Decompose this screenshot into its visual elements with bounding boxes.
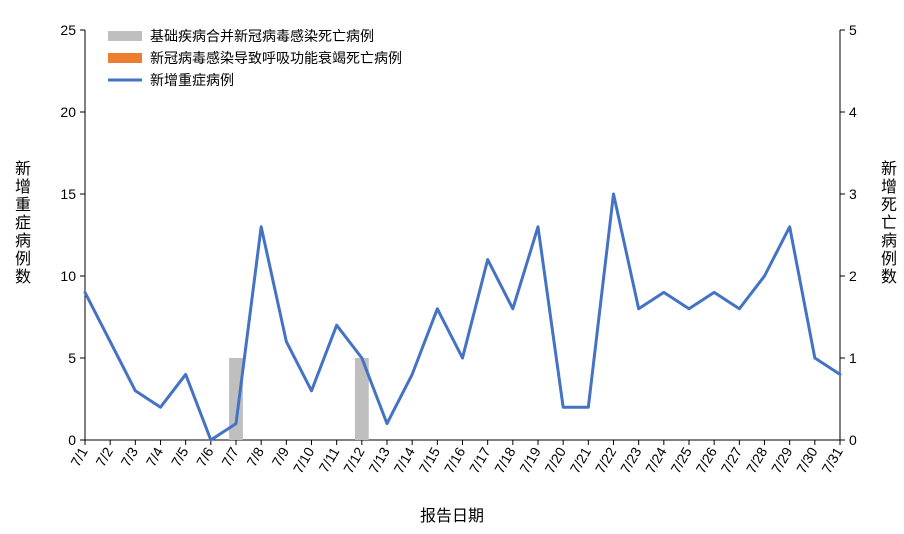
x-tick-label: 7/27 (718, 444, 746, 476)
x-tick-label: 7/8 (243, 444, 267, 469)
x-tick-label: 7/7 (218, 444, 242, 469)
x-tick-label: 7/29 (768, 444, 796, 476)
x-tick-label: 7/17 (466, 444, 494, 476)
line-line-severe (85, 194, 840, 440)
x-tick-label: 7/15 (416, 444, 444, 476)
x-tick-label: 7/3 (118, 444, 142, 469)
x-tick-label: 7/21 (567, 444, 595, 476)
x-tick-label: 7/30 (793, 444, 821, 476)
x-tick-label: 7/12 (340, 444, 368, 476)
x-tick-label: 7/20 (541, 444, 569, 476)
x-tick-label: 7/22 (592, 444, 620, 476)
chart-svg: 05101520250123457/17/27/37/47/57/67/77/8… (0, 0, 904, 534)
y-right-tick-label: 0 (849, 432, 857, 448)
x-tick-label: 7/18 (491, 444, 519, 476)
x-tick-label: 7/9 (269, 444, 293, 469)
chart-container: 05101520250123457/17/27/37/47/57/67/77/8… (0, 0, 904, 534)
y-left-tick-label: 25 (60, 22, 76, 38)
y-right-tick-label: 5 (849, 22, 857, 38)
x-tick-label: 7/13 (365, 444, 393, 476)
x-tick-label: 7/6 (193, 444, 217, 469)
y-left-tick-label: 0 (68, 432, 76, 448)
y-right-tick-label: 1 (849, 350, 857, 366)
y-right-tick-label: 3 (849, 186, 857, 202)
x-tick-label: 7/11 (316, 444, 343, 475)
y-axis-right-label: 新增死亡病例数 (874, 160, 898, 286)
x-tick-label: 7/16 (441, 444, 469, 476)
y-left-tick-label: 5 (68, 350, 76, 366)
x-tick-label: 7/26 (692, 444, 720, 476)
x-tick-label: 7/10 (290, 444, 318, 476)
x-tick-label: 7/24 (642, 444, 670, 476)
legend-label: 新增重症病例 (150, 72, 234, 88)
y-left-tick-label: 15 (60, 186, 76, 202)
y-right-tick-label: 2 (849, 268, 857, 284)
legend-swatch (108, 53, 142, 63)
x-tick-label: 7/31 (818, 444, 846, 476)
y-left-tick-label: 20 (60, 104, 76, 120)
x-tick-label: 7/5 (168, 444, 192, 469)
x-tick-label: 7/23 (617, 444, 645, 476)
x-axis-label: 报告日期 (0, 502, 904, 526)
x-tick-label: 7/2 (92, 444, 116, 469)
y-right-tick-label: 4 (849, 104, 857, 120)
x-tick-label: 7/28 (743, 444, 771, 476)
x-tick-label: 7/19 (516, 444, 544, 476)
x-tick-label: 7/25 (667, 444, 695, 476)
y-axis-left-label: 新增重症病例数 (8, 160, 32, 286)
y-left-tick-label: 10 (60, 268, 76, 284)
x-tick-label: 7/4 (143, 444, 167, 469)
legend-label: 基础疾病合并新冠病毒感染死亡病例 (150, 28, 374, 44)
x-tick-label: 7/14 (390, 444, 418, 476)
legend-label: 新冠病毒感染导致呼吸功能衰竭死亡病例 (150, 50, 402, 66)
legend-swatch (108, 31, 142, 41)
